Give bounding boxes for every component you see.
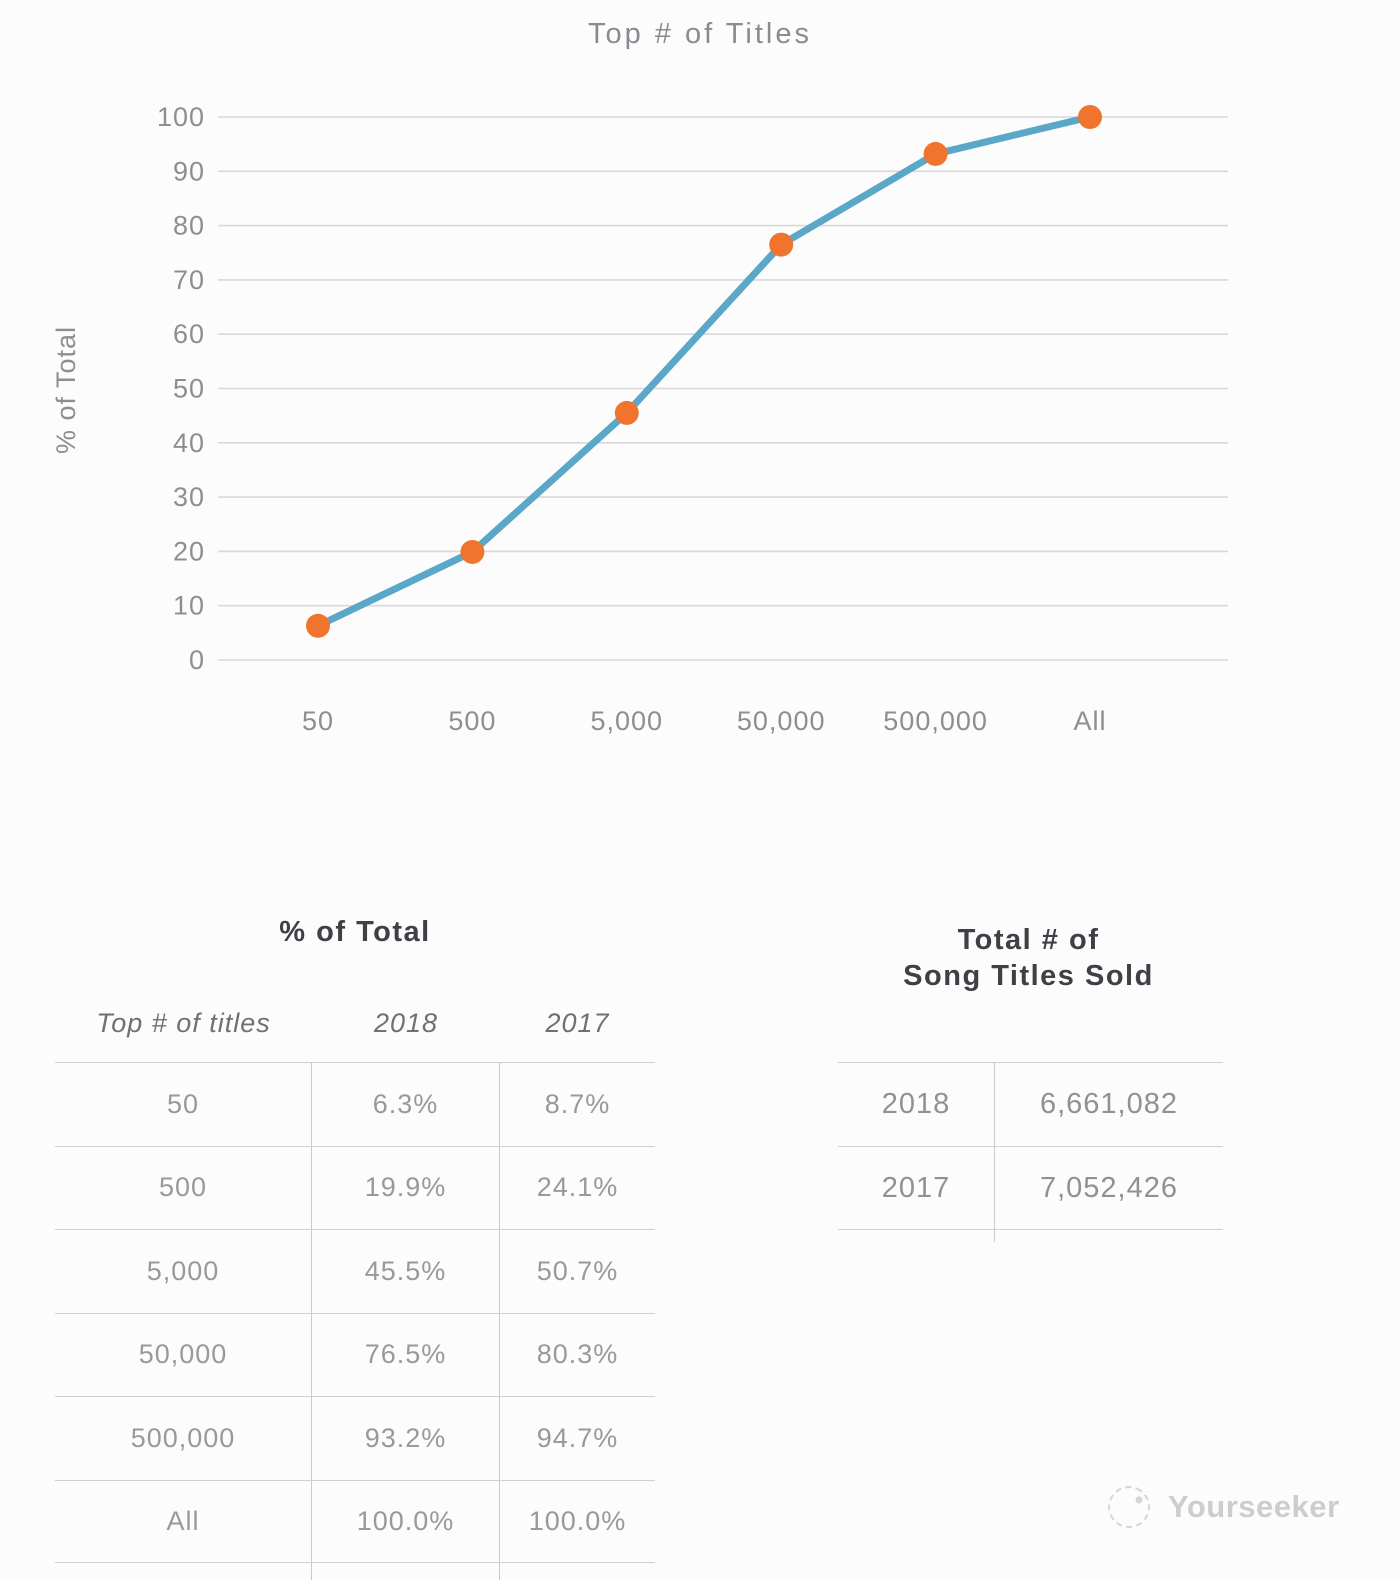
- chart-title: Top # of Titles: [588, 18, 812, 50]
- x-tick-label: 50: [302, 706, 334, 736]
- data-point-marker: [460, 539, 485, 564]
- pct-table-cell: 8.7%: [544, 1088, 611, 1119]
- pct-table-row: 5,000 45.5% 50.7%: [55, 1229, 655, 1313]
- data-point-marker: [614, 400, 639, 425]
- totals-table-cell: 2017: [838, 1147, 995, 1229]
- pct-table-cell: 80.3%: [536, 1339, 619, 1370]
- pct-table-cell: 76.5%: [312, 1313, 500, 1396]
- data-point-marker: [1078, 105, 1102, 129]
- pct-table-cell: 50,000: [55, 1313, 312, 1396]
- x-tick-label: 50,000: [737, 706, 826, 736]
- pct-table-cell: 50: [55, 1063, 312, 1146]
- totals-table-cell: 2018: [838, 1063, 995, 1146]
- yourseeker-logo-icon: [1101, 1479, 1157, 1535]
- totals-table-body: 2018 6,661,082 2017 7,052,426: [838, 1062, 1223, 1242]
- data-point-marker: [923, 141, 948, 166]
- pct-table-row: 500,000 93.2% 94.7%: [55, 1396, 655, 1480]
- series-line-2018: [314, 113, 1094, 630]
- y-tick-label: 0: [189, 645, 205, 675]
- pct-table-body: 50 6.3% 8.7% 500 19.9% 24.1% 5,000 45.5% 50.7% 50…: [55, 1062, 655, 1580]
- y-tick-label: 30: [173, 482, 205, 512]
- pct-table-cell: 100.0%: [312, 1480, 500, 1562]
- pct-col-header-2018: 2018: [373, 1007, 439, 1038]
- totals-title-line1: Total # of: [957, 924, 1100, 956]
- y-tick-label: 70: [173, 265, 205, 295]
- pct-table-title: % of Total: [279, 916, 431, 948]
- totals-title-line2: Song Titles Sold: [903, 960, 1154, 992]
- totals-table-title: Total # of Song Titles Sold: [835, 922, 1222, 994]
- y-tick-label: 40: [173, 428, 205, 458]
- y-axis-title: % of Total: [51, 326, 81, 454]
- data-point-marker: [769, 232, 794, 257]
- pct-table-cell: 5,000: [55, 1230, 312, 1313]
- pct-table-cell: 100.0%: [528, 1505, 627, 1536]
- pct-col-header-2017: 2017: [545, 1007, 610, 1038]
- x-tick-label: 500: [448, 706, 496, 736]
- totals-table-row: 2018 6,661,082: [838, 1062, 1223, 1146]
- totals-table-divider-stub: [838, 1230, 1223, 1242]
- data-point-marker: [306, 613, 330, 638]
- pct-table-cell: 93.2%: [312, 1397, 500, 1480]
- y-tick-label: 20: [173, 536, 205, 566]
- x-tick-label: 5,000: [591, 706, 664, 736]
- x-tick-label: All: [1073, 706, 1106, 736]
- pct-table-cell: 94.7%: [536, 1422, 619, 1453]
- pct-table-row: 500 19.9% 24.1%: [55, 1145, 655, 1229]
- y-tick-label: 50: [173, 374, 205, 404]
- pct-table-header-row: Top # of titles 2018 2017: [55, 992, 655, 1054]
- y-tick-label: 90: [173, 156, 205, 186]
- y-tick-label: 10: [173, 591, 205, 621]
- pct-table-divider-stub: [55, 1563, 655, 1580]
- y-tick-label: 60: [173, 319, 205, 349]
- pct-table-cell: 500: [55, 1146, 312, 1229]
- pct-table-cell: 24.1%: [536, 1172, 619, 1203]
- line-chart: 0 10 20 30 40 50 60 70 80 90 100 % of Total 50 500 5,0…: [51, 102, 1228, 736]
- pct-table-cell: 500,000: [55, 1397, 312, 1480]
- watermark-text: Yourseeker: [1168, 1489, 1340, 1524]
- pct-table-cell: 50.7%: [536, 1255, 619, 1286]
- x-tick-label: 500,000: [883, 706, 988, 736]
- watermark: Yourseeker: [1101, 1479, 1340, 1535]
- pct-table-cell: 6.3%: [312, 1063, 500, 1146]
- totals-table-row: 2017 7,052,426: [838, 1146, 1223, 1230]
- totals-table-cell: 7,052,426: [1039, 1171, 1178, 1204]
- pct-table-cell: 19.9%: [312, 1146, 500, 1229]
- y-tick-label: 100: [157, 102, 205, 132]
- pct-table-row: 50 6.3% 8.7%: [55, 1062, 655, 1146]
- pct-table-cell: All: [55, 1480, 312, 1562]
- totals-table-cell: 6,661,082: [1039, 1088, 1178, 1120]
- pct-table-cell: 45.5%: [312, 1230, 500, 1313]
- y-tick-label: 80: [173, 211, 205, 241]
- pct-table-row: All 100.0% 100.0%: [55, 1479, 655, 1563]
- pct-col-header-titles: Top # of titles: [96, 1007, 271, 1038]
- pct-table-row: 50,000 76.5% 80.3%: [55, 1312, 655, 1396]
